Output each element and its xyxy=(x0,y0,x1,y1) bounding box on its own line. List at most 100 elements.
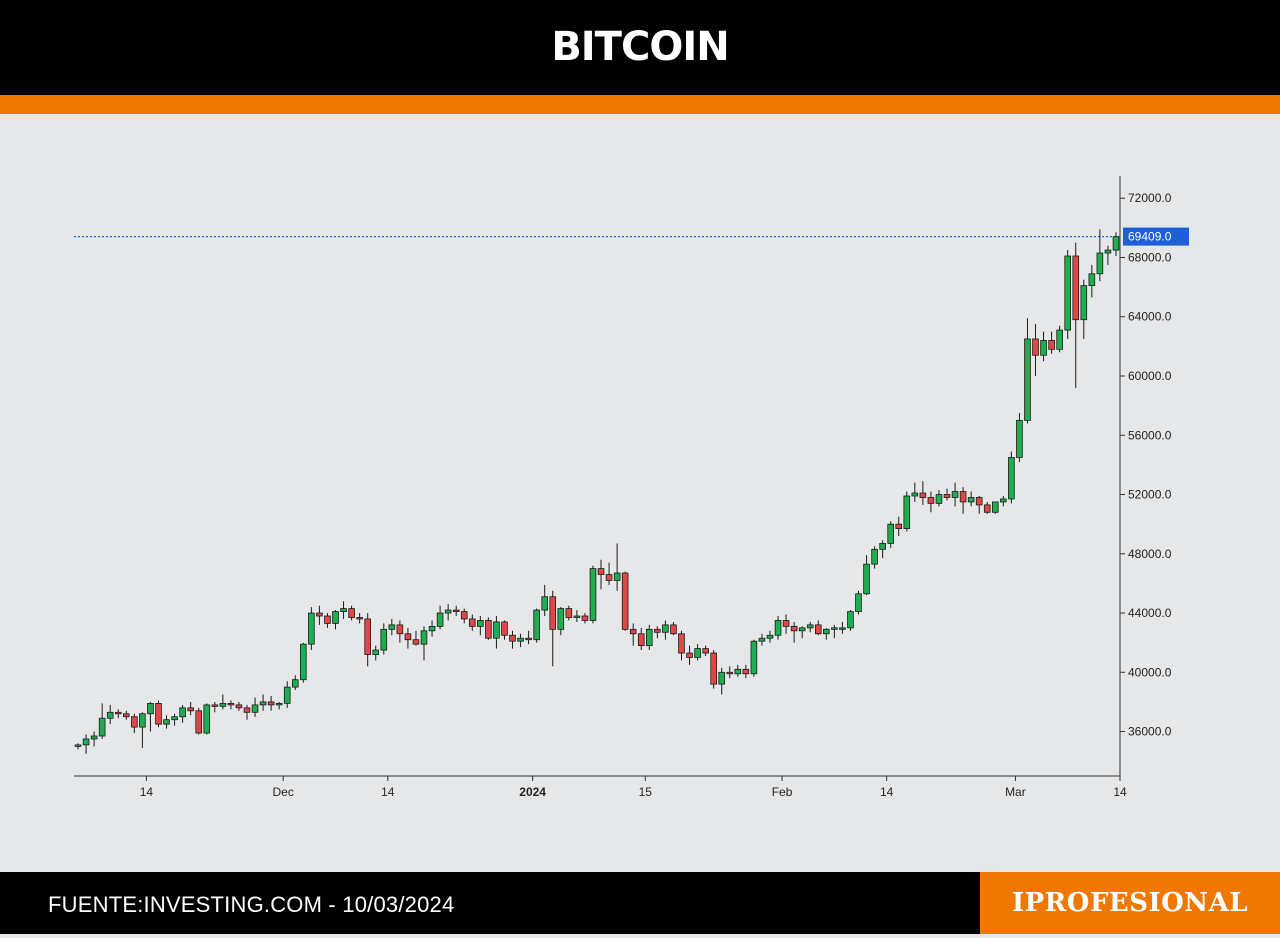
candle-body xyxy=(1016,420,1023,458)
candle-body xyxy=(533,609,540,641)
candle-body xyxy=(573,615,581,618)
candle-body xyxy=(581,615,589,621)
candle-body xyxy=(1104,249,1112,254)
candle-body xyxy=(557,608,565,630)
chart-area: 36000.0 40000.0 44000.0 48000.0 52000.0 56000… xyxy=(0,114,1280,872)
candle-body xyxy=(710,652,717,685)
candle-body xyxy=(485,620,492,639)
x-tick-label: 14 xyxy=(880,785,894,799)
brand-box: IPROFESIONAL xyxy=(980,872,1280,934)
candle-body xyxy=(477,620,484,627)
header-bar: BITCOIN xyxy=(0,0,1280,95)
candle-body xyxy=(549,596,557,630)
candle-body xyxy=(991,501,999,513)
candle-body xyxy=(823,628,830,635)
candle-body xyxy=(629,628,637,635)
x-tick-label: 14 xyxy=(1113,785,1127,799)
y-tick-label: 36000.0 xyxy=(1128,725,1172,739)
candle-body xyxy=(662,624,669,633)
candle-body xyxy=(742,668,750,675)
candle-body xyxy=(436,612,444,627)
candle-body xyxy=(283,686,291,704)
candle-body xyxy=(251,704,259,713)
candle-body xyxy=(98,717,106,737)
x-tick-label: 15 xyxy=(639,785,653,799)
candle-body xyxy=(919,492,927,498)
candle-body xyxy=(541,596,548,611)
candle-body xyxy=(195,710,203,734)
candle-body xyxy=(460,611,468,620)
y-tick-label: 60000.0 xyxy=(1128,369,1172,383)
candle-body xyxy=(147,703,154,715)
candle-body xyxy=(235,704,243,709)
y-tick-label: 56000.0 xyxy=(1128,428,1172,442)
candle-body xyxy=(637,633,645,647)
candle-body xyxy=(187,707,194,712)
candle-body xyxy=(525,637,532,641)
candle-body xyxy=(203,704,211,734)
candle-body xyxy=(1008,457,1015,500)
candle-body xyxy=(1064,255,1071,331)
candle-body xyxy=(790,625,798,632)
candle-body xyxy=(798,627,806,632)
candle-body xyxy=(871,548,878,565)
x-tick-label: 14 xyxy=(140,785,154,799)
candle-body xyxy=(259,701,267,706)
candle-body xyxy=(1112,236,1120,251)
candle-body xyxy=(227,703,235,706)
candle-body xyxy=(1048,340,1055,350)
candle-body xyxy=(1000,498,1007,503)
candle-body xyxy=(565,608,573,618)
candle-body xyxy=(364,618,371,655)
candle-body xyxy=(839,627,846,630)
candle-body xyxy=(468,618,476,627)
candle-body xyxy=(452,609,460,612)
candle-body xyxy=(911,492,919,497)
candle-body xyxy=(428,625,436,632)
candle-body xyxy=(404,633,412,641)
candle-body xyxy=(621,572,629,630)
candle-body xyxy=(589,568,597,621)
candle-body xyxy=(694,648,701,658)
candle-body xyxy=(686,652,693,658)
y-tick-label: 72000.0 xyxy=(1128,191,1172,205)
candle-body xyxy=(1088,273,1096,287)
candle-body xyxy=(734,668,742,675)
current-price-tag xyxy=(1123,227,1189,246)
candle-body xyxy=(646,628,653,647)
candle-body xyxy=(975,497,983,506)
candle-body xyxy=(814,624,822,635)
source-text: FUENTE:INVESTING.COM - 10/03/2024 xyxy=(48,892,455,917)
candle-body xyxy=(82,738,90,746)
candle-body xyxy=(766,634,774,639)
candle-body xyxy=(412,639,420,645)
candle-body xyxy=(501,621,508,636)
candle-body xyxy=(316,612,323,617)
y-tick-label: 48000.0 xyxy=(1128,547,1172,561)
candle-body xyxy=(702,648,709,654)
candle-body xyxy=(855,593,862,612)
candle-body xyxy=(324,615,331,624)
chart-title: BITCOIN xyxy=(551,24,729,70)
candle-body xyxy=(90,735,98,740)
candle-body xyxy=(1096,252,1104,275)
candle-body xyxy=(863,563,870,595)
candle-body xyxy=(267,701,275,706)
candle-body xyxy=(340,608,347,612)
candle-body xyxy=(831,627,838,630)
candle-body xyxy=(605,574,613,581)
candle-body xyxy=(380,628,388,651)
candle-body xyxy=(726,671,734,675)
candle-body xyxy=(163,719,170,725)
candle-body xyxy=(123,713,130,718)
candle-body xyxy=(597,568,605,575)
candle-body xyxy=(517,637,524,642)
candle-body xyxy=(444,609,452,614)
candle-body xyxy=(758,637,766,642)
candle-body xyxy=(420,630,428,645)
candle-body xyxy=(1056,329,1063,350)
y-tick-label: 68000.0 xyxy=(1128,250,1172,264)
candle-body xyxy=(879,543,886,550)
x-tick-label: 2024 xyxy=(519,785,546,799)
candle-body xyxy=(211,704,219,707)
